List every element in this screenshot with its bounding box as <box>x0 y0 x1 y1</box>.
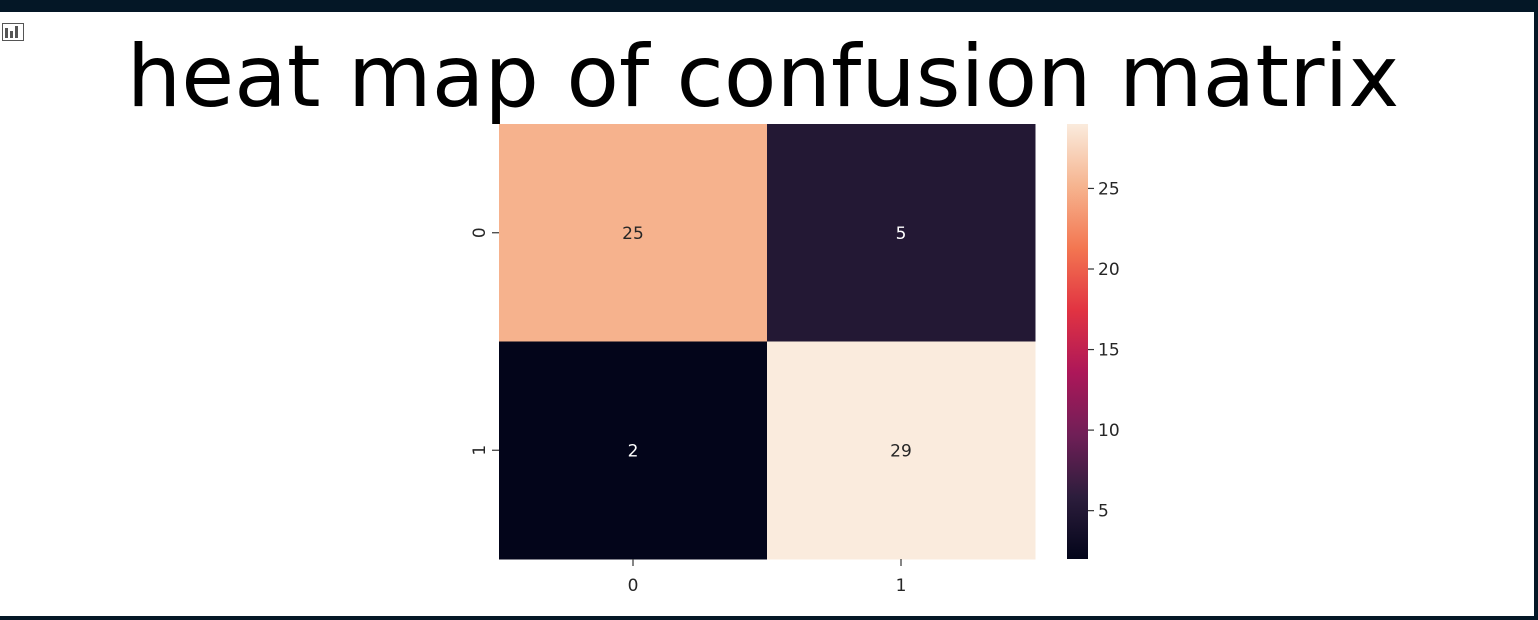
x-tick-label: 1 <box>896 576 907 596</box>
x-tick-label: 0 <box>628 576 639 596</box>
colorbar-tick-label: 20 <box>1098 260 1120 280</box>
colorbar-tick-label: 25 <box>1098 179 1120 199</box>
axis-ticks: 0 1 0 1 <box>470 227 906 596</box>
heatmap-figure: heat map of confusion matrix 25 52 29 0 101… <box>127 27 1400 596</box>
cell-value-label: 2 <box>628 441 639 461</box>
cell-value-label: 5 <box>896 224 907 244</box>
chart-icon <box>2 23 24 41</box>
heatmap-cell-1-0 <box>499 341 768 560</box>
chart-title: heat map of confusion matrix <box>127 27 1400 127</box>
colorbar-tick-label: 15 <box>1098 341 1120 361</box>
colorbar-tick-label: 10 <box>1098 421 1120 441</box>
heatmap-cell-0-0 <box>499 124 768 342</box>
colorbar-gradient <box>1067 124 1088 559</box>
y-tick-label: 1 <box>470 445 490 456</box>
colorbar-tick-label: 5 <box>1098 502 1109 522</box>
cell-value-label: 25 <box>622 224 644 244</box>
cell-value-label: 29 <box>890 441 912 461</box>
heatmap-cells: 25 5 2 29 <box>499 124 1036 560</box>
heatmap-cell-0-1 <box>767 124 1036 342</box>
y-tick-label: 0 <box>470 227 490 238</box>
colorbar: 5 10 15 20 25 <box>1067 124 1120 559</box>
heatmap-cell-1-1 <box>767 341 1036 560</box>
